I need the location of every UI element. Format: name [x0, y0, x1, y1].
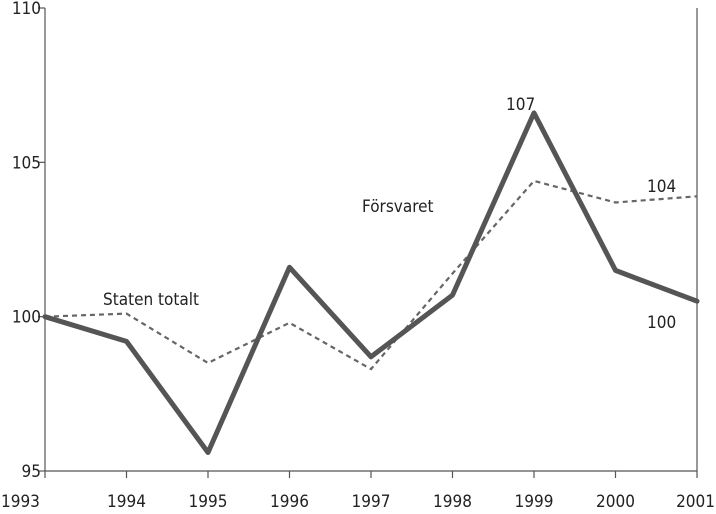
annotation-layer: Försvaret Staten totalt 107 104 100 [103, 95, 676, 333]
x-tick-label: 2000 [596, 492, 635, 512]
annotation-104: 104 [647, 177, 676, 197]
x-tick-label: 1999 [515, 492, 554, 512]
x-tick-label: 1996 [270, 492, 309, 512]
y-tick-label: 105 [12, 153, 41, 173]
x-tick-label: 1995 [189, 492, 228, 512]
x-tick-label: 1998 [433, 492, 472, 512]
x-tick-label: 1997 [352, 492, 391, 512]
y-axis-ticks: 95 100 105 110 [12, 0, 45, 482]
y-tick-label: 95 [22, 462, 41, 482]
annotation-forsvaret: Försvaret [362, 197, 434, 217]
x-tick-label: 1993 [1, 492, 40, 512]
x-tick-label: 1994 [107, 492, 146, 512]
x-axis-ticks: 1993 1994 1995 1996 1997 1998 1999 2000 2001 [1, 471, 715, 512]
annotation-staten-totalt: Staten totalt [103, 290, 199, 310]
annotation-107: 107 [506, 95, 535, 115]
x-tick-label: 2001 [676, 492, 715, 512]
series-line-forsvaret [42, 110, 700, 455]
annotation-100: 100 [647, 313, 676, 333]
y-tick-label: 100 [12, 308, 41, 328]
series-line-staten-totalt [44, 179, 698, 371]
y-tick-label: 110 [12, 0, 41, 19]
series-layer [42, 110, 700, 455]
